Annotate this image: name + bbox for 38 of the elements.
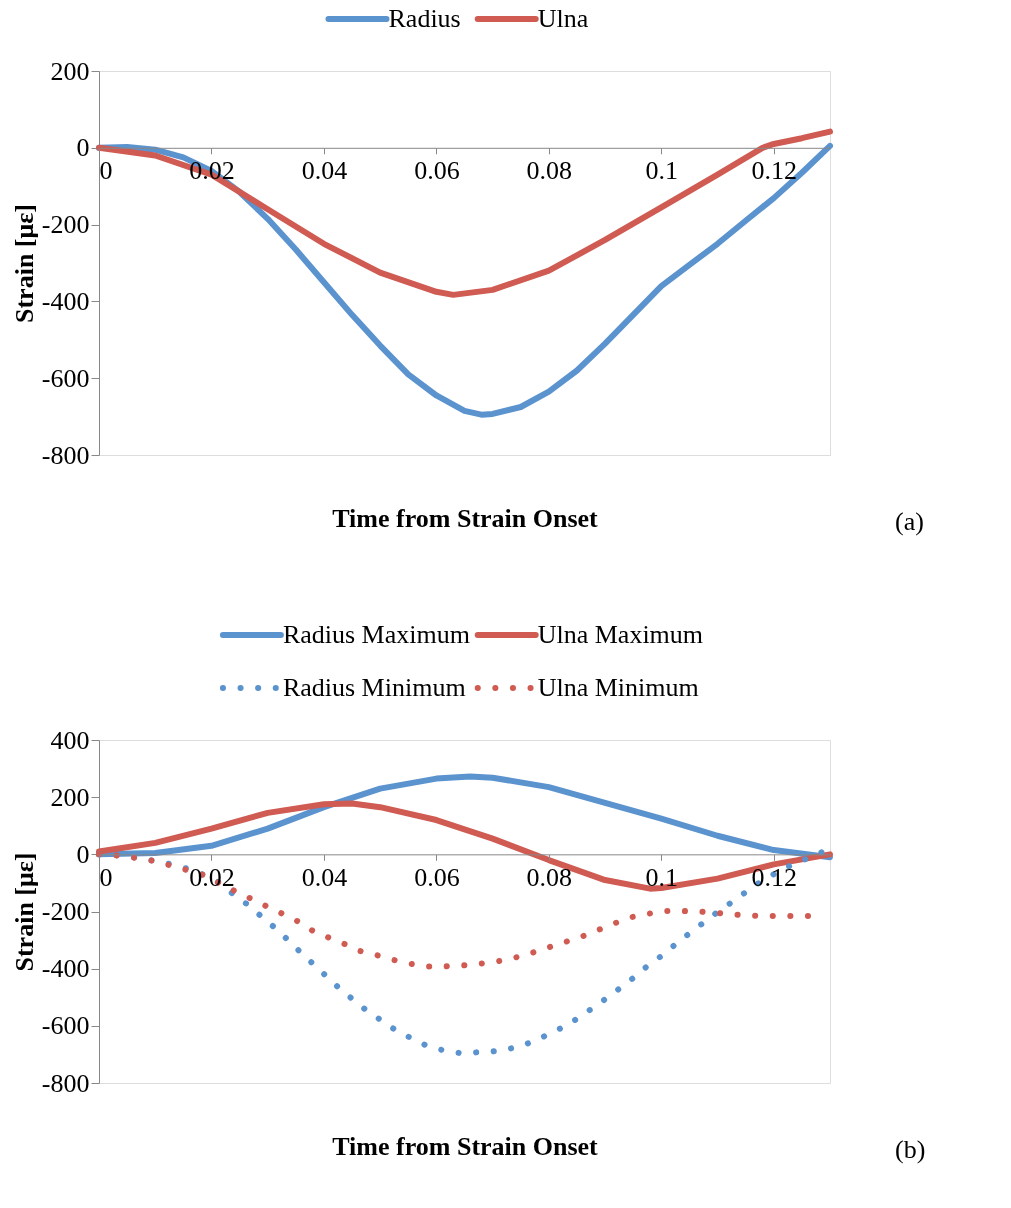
y-tick-label: -400 (41, 954, 90, 984)
y-tick-label: -600 (41, 1011, 90, 1041)
x-tick-label: 0.02 (189, 862, 235, 892)
x-tick-label: 0.06 (414, 156, 460, 186)
x-tick-label: 0 (99, 156, 113, 186)
x-tick-label: 0.08 (526, 156, 573, 186)
y-tick-label: -400 (41, 286, 90, 316)
x-tick-label: 0.04 (301, 862, 348, 892)
text: (b) (895, 1135, 926, 1164)
x-tick-label: 0.06 (414, 862, 460, 892)
y-axis-title: Strain [με] (9, 203, 39, 324)
y-tick-label: 200 (50, 782, 90, 812)
x-tick-label: 0.1 (645, 862, 679, 892)
x-tick-label: 0.08 (526, 862, 573, 892)
y-tick-label: 0 (76, 133, 90, 163)
x-tick-label: 0 (99, 862, 113, 892)
legend-label: Ulna Minimum (537, 673, 699, 702)
legend-label: Radius Minimum (282, 673, 466, 702)
y-tick-label: 0 (76, 839, 90, 869)
y-tick-label: -200 (41, 210, 90, 240)
legend-label: Radius (388, 4, 461, 33)
y-axis-title: Strain [με] (9, 852, 39, 972)
y-tick-label: 400 (50, 725, 90, 755)
x-tick-label: 0.12 (751, 862, 798, 892)
legend-label: Radius Maximum (282, 620, 470, 649)
text: (a) (895, 507, 924, 536)
x-tick-label: 0.12 (751, 156, 798, 186)
legend-label: Ulna Maximum (537, 620, 704, 649)
y-tick-label: -200 (41, 897, 90, 926)
y-tick-label: -800 (41, 440, 90, 470)
x-axis-title: Time from Strain Onset (332, 503, 599, 533)
x-tick-label: 0.04 (301, 156, 348, 186)
y-tick-label: -600 (41, 363, 90, 393)
y-tick-label: 200 (50, 56, 90, 86)
legend-label: Ulna (537, 4, 589, 33)
x-axis-title: Time from Strain Onset (332, 1131, 599, 1161)
x-tick-label: 0.1 (645, 156, 679, 186)
y-tick-label: -800 (41, 1068, 90, 1098)
